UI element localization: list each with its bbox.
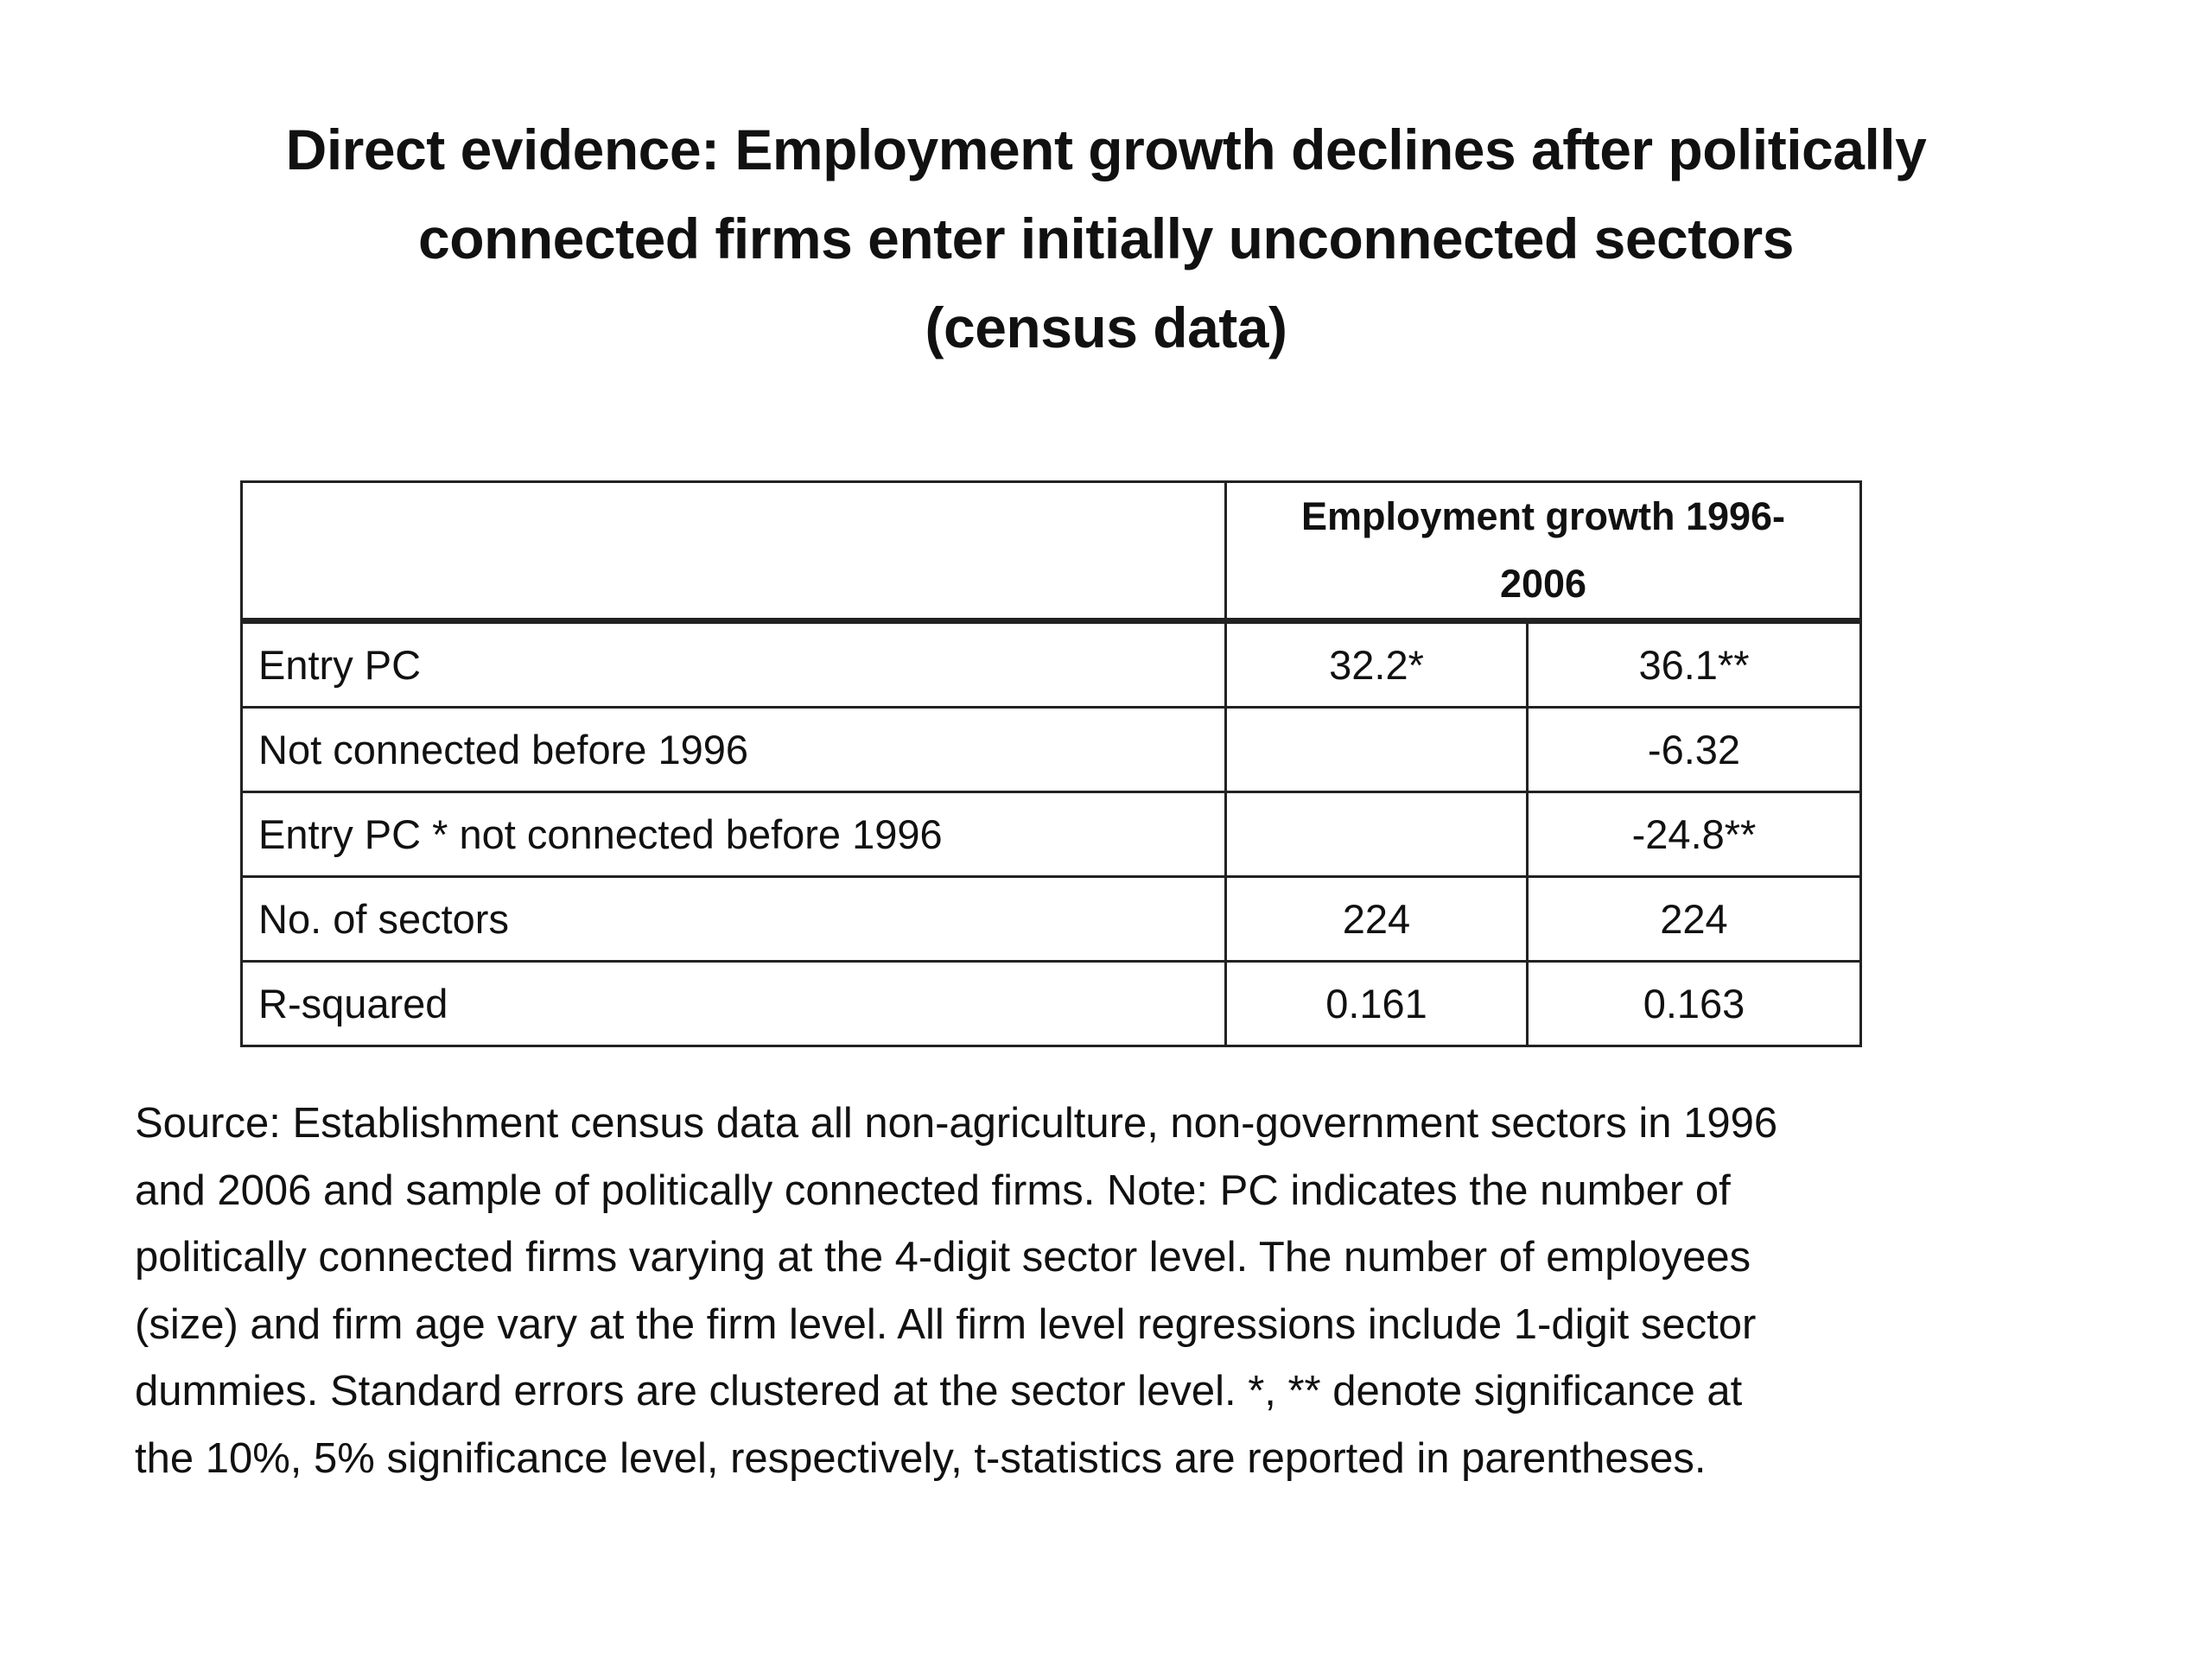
table-row: Entry PC 32.2* 36.1** [240,620,1862,709]
regression-table: Employment growth 1996-2006 Entry PC 32.… [240,480,1862,1047]
row-label: Not connected before 1996 [240,706,1227,793]
row-label: Entry PC * not connected before 1996 [240,791,1227,878]
title-line: (census data) [925,296,1287,359]
table-row: No. of sectors 224 224 [240,875,1862,963]
source-line: dummies. Standard errors are clustered a… [135,1368,1743,1414]
row-label: No. of sectors [240,875,1227,963]
cell-col1: 32.2* [1224,620,1529,709]
header-corner [240,480,1227,622]
row-label: R-squared [240,960,1227,1047]
table-row: Not connected before 1996 -6.32 [240,706,1862,793]
header-label: Employment growth 1996-2006 [1300,494,1786,606]
cell-col1: 224 [1224,875,1529,963]
slide-title: Direct evidence: Employment growth decli… [0,105,2212,372]
row-label: Entry PC [240,620,1227,709]
cell-col2: 0.163 [1526,960,1862,1047]
source-note: Source: Establishment census data all no… [135,1090,1777,1492]
cell-col2: 36.1** [1526,620,1862,709]
source-line: Source: Establishment census data all no… [135,1100,1778,1147]
cell-col2: 224 [1526,875,1862,963]
cell-col2: -6.32 [1526,706,1862,793]
title-line: connected firms enter initially unconnec… [418,207,1794,270]
source-line: the 10%, 5% significance level, respecti… [135,1434,1707,1482]
cell-col1: 0.161 [1224,960,1529,1047]
cell-col1 [1224,706,1529,793]
cell-col1 [1224,791,1529,878]
table-row: Entry PC * not connected before 1996 -24… [240,791,1862,878]
table-header-row: Employment growth 1996-2006 [240,480,1862,622]
source-line: and 2006 and sample of politically conne… [135,1166,1731,1214]
source-line: politically connected firms varying at t… [135,1234,1751,1281]
table-row: R-squared 0.161 0.163 [240,960,1862,1047]
cell-col2: -24.8** [1526,791,1862,878]
header-employment-growth: Employment growth 1996-2006 [1224,480,1862,622]
source-line: (size) and firm age vary at the firm lev… [135,1300,1757,1348]
title-line: Direct evidence: Employment growth decli… [285,118,1927,181]
